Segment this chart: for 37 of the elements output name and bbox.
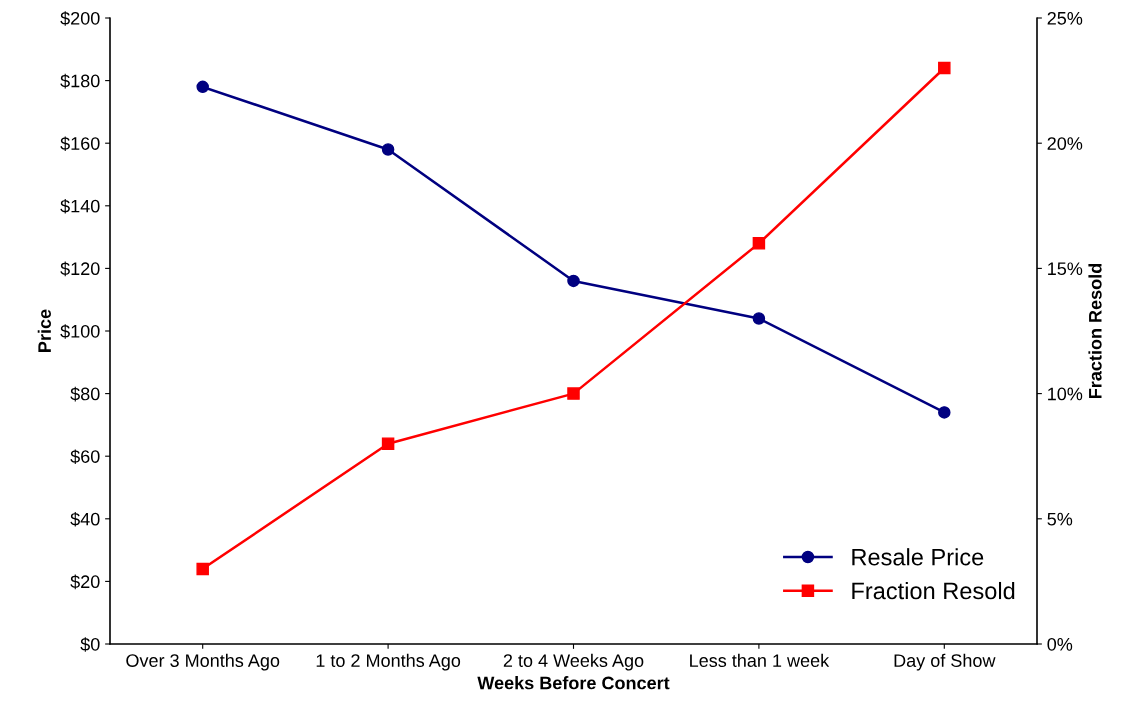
x-tick-label: 2 to 4 Weeks Ago: [503, 653, 644, 671]
y-tick-label: $60: [70, 449, 100, 464]
y-tick-label: $140: [60, 198, 100, 214]
y-axis-title: Price: [37, 309, 51, 352]
y-tick-label: $120: [60, 261, 100, 277]
y-tick-label: $20: [70, 574, 100, 590]
y-tick-label: $0: [80, 637, 100, 652]
point: [752, 312, 766, 325]
x-axis-title: Weeks Before Concert: [477, 676, 670, 690]
y2-axis-title: Fraction Resold: [1088, 263, 1102, 399]
point: [381, 437, 395, 450]
x-tick-label: Over 3 Months Ago: [126, 653, 280, 671]
point: [567, 274, 580, 288]
y2-tick-label: 20%: [1047, 137, 1083, 150]
legend-label: Resale Price: [852, 548, 984, 566]
y-tick-label: $200: [60, 11, 100, 26]
x-tick-label: 1 to 2 Months Ago: [316, 653, 461, 671]
y2-tick-label: 5%: [1047, 512, 1073, 526]
y2-tick-label: 0%: [1047, 637, 1073, 651]
y-tick-label: $80: [70, 386, 100, 402]
point: [752, 237, 766, 250]
y-tick-label: $180: [60, 73, 100, 89]
y-tick-label: $40: [70, 511, 100, 527]
point: [938, 61, 951, 75]
point: [938, 406, 951, 419]
y2-tick-label: 15%: [1048, 262, 1083, 276]
point: [381, 143, 395, 156]
x-tick-label: Less than 1 week: [690, 653, 830, 667]
y-tick-label: $160: [60, 136, 100, 151]
y2-tick-label: 25%: [1047, 11, 1083, 25]
point: [567, 387, 580, 400]
y2-tick-label: 10%: [1048, 387, 1083, 401]
point: [196, 562, 209, 576]
y-tick-label: $100: [60, 324, 100, 339]
x-tick-label: Day of Show: [894, 653, 996, 671]
legend-label: Fraction Resold: [852, 581, 1015, 600]
point: [196, 80, 209, 94]
